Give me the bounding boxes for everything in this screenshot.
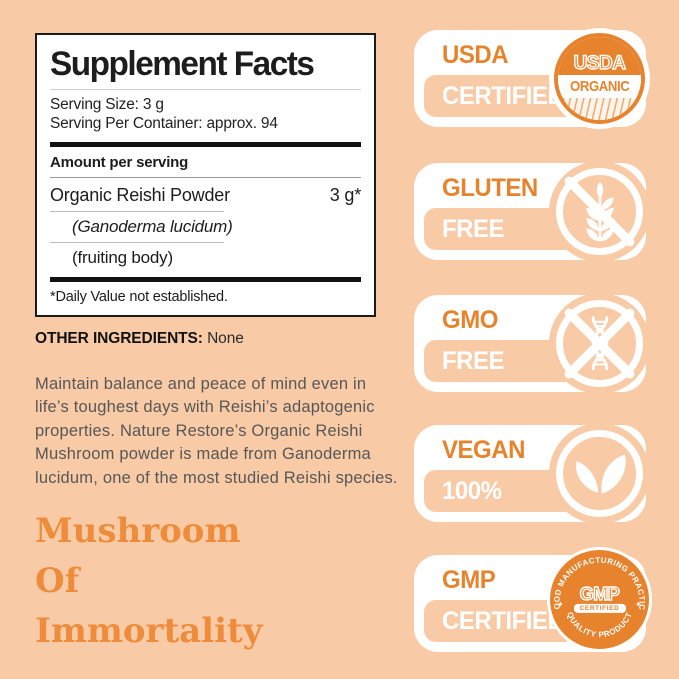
ingredient-row: Organic Reishi Powder 3 g* (50, 185, 361, 206)
other-ingredients: OTHER INGREDIENTS: None (35, 330, 244, 348)
badge-vegan: VEGAN 100% (414, 423, 650, 524)
seal-inner (550, 550, 649, 649)
supplement-facts-panel: Supplement Facts Serving Size: 3 g Servi… (35, 33, 376, 317)
badge-bottom-label: FREE (442, 347, 505, 375)
badge-bottom-label: 100% (442, 477, 502, 505)
badge-bottom-label: CERTIFIED (442, 607, 565, 635)
seal-field-lines (558, 97, 641, 120)
star-ornament: ✦ (557, 600, 564, 609)
gmp-seal: GOOD MANUFACTURING PRACTICE QUALITY PROD… (547, 547, 652, 652)
emblem-ring (556, 430, 643, 517)
other-ingredients-value: None (207, 330, 244, 347)
badge-usda-certified: USDA CERTIFIED USDA ORGANIC (414, 28, 650, 129)
badge-top-label: GMO (442, 306, 498, 334)
heading-line: Immortality (35, 611, 263, 651)
seal-usda-text: USDA (573, 52, 627, 75)
seal-gmp-text: GMP (579, 583, 620, 604)
badge-gluten-free: GLUTEN FREE (414, 161, 650, 262)
badge-top-label: USDA (442, 41, 509, 69)
amount-per-serving-header: Amount per serving (50, 154, 189, 171)
seal-center: GMP CERTIFIED (573, 583, 626, 613)
thick-rule (50, 142, 361, 147)
seal-top-segment: USDA (558, 37, 641, 76)
prohibition-ring (556, 168, 643, 255)
ingredient-amount: 3 g* (329, 185, 361, 205)
badge-gmp-certified: GMP CERTIFIED GOOD MANUFACTURING PRACTIC… (414, 547, 652, 655)
badge-gmo-free: GMO FREE (414, 293, 650, 394)
badge-top-label: GMP (442, 566, 496, 594)
badge-top-label: GLUTEN (442, 174, 538, 202)
serving-size: Serving Size: 3 g (50, 96, 164, 113)
usda-organic-seal: USDA ORGANIC (549, 28, 650, 129)
ingredient-name: Organic Reishi Powder (50, 185, 230, 205)
divider (50, 177, 361, 178)
prohibition-ring (556, 300, 643, 387)
vegan-emblem (549, 423, 650, 524)
hairline (50, 211, 225, 212)
svg-text:QUALITY PRODUCT: QUALITY PRODUCT (565, 611, 634, 640)
seal-organic-text: ORGANIC (569, 77, 630, 95)
daily-value-footnote: *Daily Value not established. (50, 289, 228, 305)
divider (50, 89, 361, 90)
ingredient-latin-name: (Ganoderma lucidum) (50, 217, 361, 237)
no-gluten-emblem (549, 161, 650, 262)
other-ingredients-label: OTHER INGREDIENTS: (35, 330, 203, 347)
leaves-icon (549, 423, 650, 524)
seal-outer: GOOD MANUFACTURING PRACTICE QUALITY PROD… (547, 547, 652, 652)
latin-name-text: (Ganoderma lucidum) (72, 217, 233, 236)
badge-top-label: VEGAN (442, 436, 525, 464)
heading-line: Mushroom (35, 511, 241, 551)
badge-bottom-label: CERTIFIED (442, 82, 565, 110)
seal-inner: USDA ORGANIC (554, 33, 645, 124)
servings-per-container: Serving Per Container: approx. 94 (50, 115, 278, 132)
seal-organic-band: ORGANIC (558, 75, 641, 98)
badge-bottom-label: FREE (442, 215, 505, 243)
heading-line: Of (35, 561, 80, 601)
seal-certified-text: CERTIFIED (573, 603, 626, 613)
no-gmo-emblem (549, 293, 650, 394)
seal-outer: USDA ORGANIC (549, 28, 650, 129)
product-description: Maintain balance and peace of mind even … (35, 374, 398, 487)
star-ornament: ✦ (635, 600, 642, 609)
supplement-facts-title: Supplement Facts (50, 45, 315, 83)
ingredient-part: (fruiting body) (72, 248, 173, 267)
thick-rule (50, 277, 361, 282)
hairline (50, 242, 225, 243)
mushroom-of-immortality-heading: Mushroom Of Immortality (35, 506, 262, 656)
